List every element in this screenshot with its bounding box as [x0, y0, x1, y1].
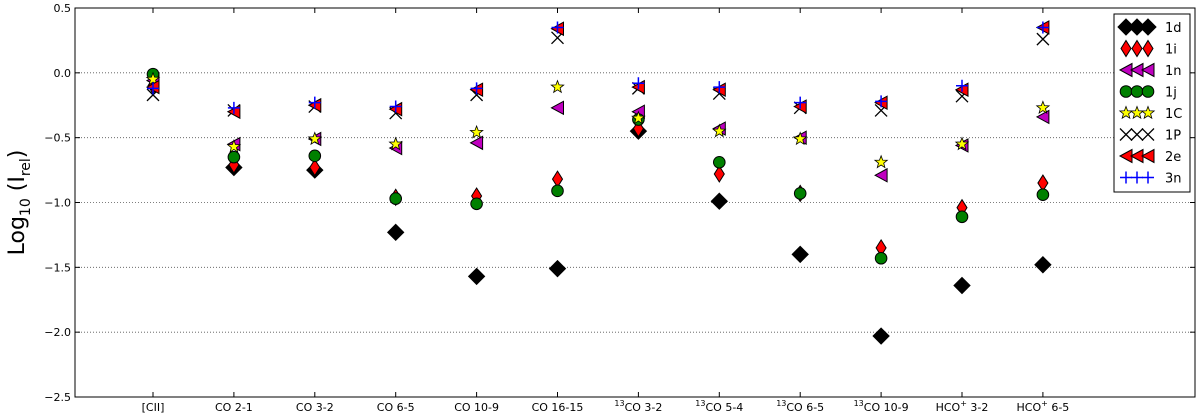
y-tick-label: −2.0: [44, 326, 71, 339]
legend-marker-1C: [1140, 105, 1156, 120]
data-markers: [145, 20, 1052, 345]
y-axis-label: Log10 (Irel): [5, 150, 34, 256]
marker-3n: [632, 77, 645, 90]
marker-1d: [386, 223, 405, 242]
marker-3n: [875, 95, 888, 108]
marker-1C: [226, 139, 242, 153]
marker-1C: [792, 131, 808, 146]
legend-marker-1i: [1131, 39, 1143, 58]
x-tick-label: 13CO 6-5: [776, 399, 824, 414]
x-tick-label: [CII]: [142, 401, 165, 414]
legend-marker-3n: [1120, 171, 1132, 184]
marker-1i: [713, 165, 725, 183]
marker-3n: [470, 82, 483, 95]
x-tick-label: CO 3-2: [296, 401, 334, 414]
marker-3n: [794, 96, 807, 109]
x-axis: [CII] CO 2-1 CO 3-2 CO 6-5 CO 10-9 CO 16-15 13…: [142, 8, 1070, 414]
x-tick-label: HCO+ 6-5: [1017, 399, 1070, 414]
y-tick-label: −1.0: [44, 197, 71, 210]
marker-1n: [1035, 109, 1050, 125]
marker-1d: [548, 259, 567, 278]
marker-1C: [631, 110, 646, 125]
x-tick-label: HCO+ 3-2: [936, 399, 989, 414]
marker-1j: [551, 184, 564, 198]
legend-marker-1n: [1140, 62, 1155, 78]
y-axis: 0.5 0.0 −0.5 −1.0 −1.5 −2.0 −2.5: [44, 2, 1195, 404]
marker-1d: [467, 267, 486, 286]
y-tick-label: −2.5: [44, 391, 71, 404]
marker-1P: [1036, 32, 1050, 46]
marker-1j: [1036, 188, 1050, 202]
legend-marker-2e: [1140, 148, 1155, 164]
marker-3n: [389, 100, 402, 113]
marker-3n: [147, 82, 159, 95]
marker-1d: [791, 245, 809, 264]
legend-marker-3n: [1131, 171, 1143, 184]
legend-label: 2e: [1165, 150, 1181, 165]
y-tick-label: 0.0: [54, 67, 72, 80]
legend-label: 1n: [1165, 64, 1182, 79]
marker-1C: [712, 123, 727, 138]
marker-1j: [793, 187, 807, 200]
marker-1C: [307, 131, 323, 146]
marker-1j: [308, 149, 322, 163]
legend-marker-1j: [1119, 85, 1133, 98]
marker-1C: [1035, 100, 1051, 115]
marker-1n: [874, 167, 888, 183]
marker-1C: [954, 136, 970, 151]
marker-1C: [145, 71, 161, 86]
marker-1n: [469, 135, 484, 151]
marker-1d: [872, 327, 890, 345]
legend: 1d 1i 1n 1j 1C 1P 2e 3n: [1113, 13, 1191, 193]
x-tick-label: 13CO 10-9: [854, 399, 909, 414]
x-tick-label: 13CO 5-4: [695, 399, 743, 414]
legend-label: 1j: [1165, 86, 1177, 101]
legend-label: 1C: [1165, 107, 1182, 122]
marker-1C: [873, 154, 889, 169]
legend-marker-1d: [1139, 18, 1157, 36]
legend-label: 3n: [1165, 172, 1182, 187]
marker-1C: [550, 79, 565, 94]
marker-3n: [1036, 21, 1049, 34]
marker-1j: [470, 197, 483, 211]
marker-3n: [227, 101, 240, 114]
marker-3n: [956, 79, 968, 92]
marker-3n: [551, 21, 564, 34]
legend-marker-1i: [1142, 39, 1154, 58]
legend-marker-3n: [1142, 171, 1154, 184]
legend-label: 1i: [1165, 43, 1177, 58]
legend-label: 1P: [1165, 129, 1181, 144]
legend-marker-1P: [1130, 128, 1144, 141]
legend-marker-1P: [1119, 128, 1133, 141]
x-tick-label: CO 10-9: [454, 401, 499, 414]
marker-1d: [710, 192, 729, 210]
marker-3n: [713, 81, 726, 94]
grid-lines: [75, 72, 1195, 333]
x-tick-label: CO 6-5: [377, 401, 415, 414]
marker-1C: [469, 124, 484, 139]
legend-label: 1d: [1165, 21, 1182, 36]
marker-1d: [1034, 256, 1052, 274]
legend-marker-1j: [1141, 85, 1155, 98]
marker-3n: [308, 96, 321, 109]
legend-marker-1i: [1120, 39, 1132, 58]
marker-1j: [874, 251, 888, 265]
y-tick-label: −0.5: [44, 132, 71, 145]
marker-1j: [227, 150, 241, 164]
y-tick-label: 0.5: [54, 2, 72, 15]
legend-marker-1j: [1130, 85, 1144, 98]
marker-1d: [953, 276, 971, 295]
x-tick-label: CO 2-1: [215, 401, 253, 414]
marker-1j: [955, 210, 969, 224]
legend-marker-1P: [1141, 128, 1155, 141]
x-tick-label: CO 16-15: [532, 401, 584, 414]
marker-1j: [713, 156, 726, 169]
marker-1n: [550, 100, 564, 116]
marker-1j: [389, 192, 403, 205]
marker-1C: [388, 136, 403, 151]
marker-1i: [309, 158, 321, 177]
y-tick-label: −1.5: [44, 261, 71, 274]
x-tick-label: 13CO 3-2: [614, 399, 662, 414]
